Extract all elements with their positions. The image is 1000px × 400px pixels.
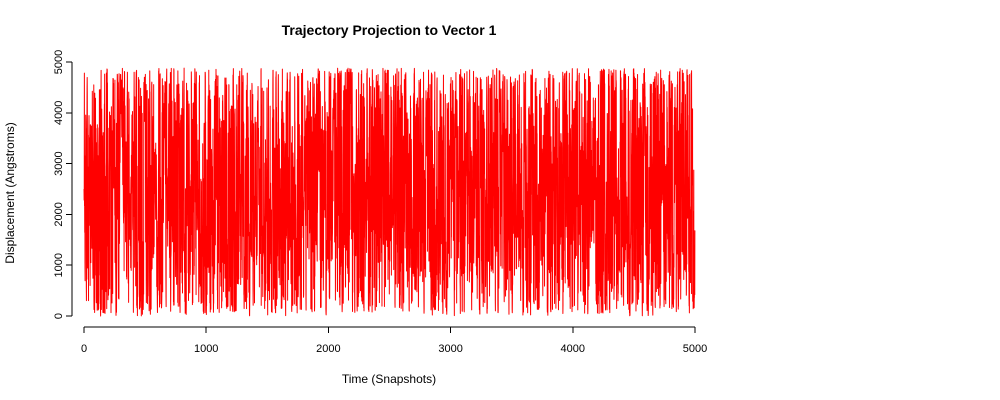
chart-title: Trajectory Projection to Vector 1	[282, 22, 497, 38]
y-tick-label: 3000	[53, 151, 65, 175]
x-tick-label: 0	[81, 343, 87, 355]
y-tick-label: 4000	[53, 101, 65, 125]
x-tick-label: 1000	[194, 343, 218, 355]
y-tick-label: 2000	[53, 202, 65, 226]
x-axis-label: Time (Snapshots)	[342, 372, 436, 386]
y-tick-label: 5000	[53, 50, 65, 74]
y-tick-label: 1000	[53, 253, 65, 277]
x-tick-label: 4000	[561, 343, 585, 355]
plot-area	[83, 67, 696, 317]
series-line-vector-1	[83, 67, 696, 317]
x-axis-ticks: 0 1000 2000 3000 4000 5000	[81, 327, 707, 355]
x-tick-label: 3000	[438, 343, 462, 355]
x-tick-label: 5000	[683, 343, 707, 355]
y-axis-label: Displacement (Angstroms)	[3, 122, 17, 263]
x-tick-label: 2000	[316, 343, 340, 355]
y-axis-ticks: 0 1000 2000 3000 4000 5000	[53, 50, 72, 319]
y-tick-label: 0	[53, 313, 65, 319]
